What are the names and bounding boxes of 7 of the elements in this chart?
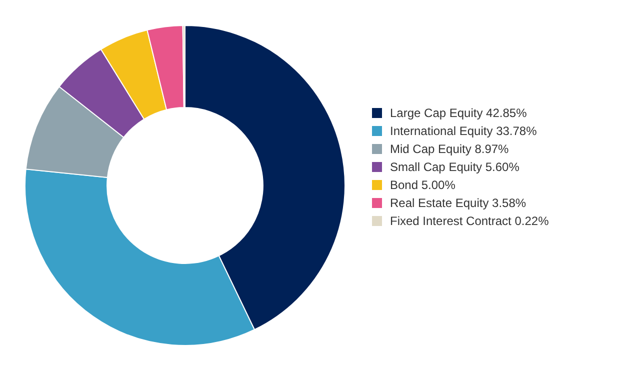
legend-label: Fixed Interest Contract 0.22% (390, 214, 549, 228)
legend-label: International Equity 33.78% (390, 124, 537, 138)
legend-label: Bond 5.00% (390, 178, 456, 192)
legend-label: Mid Cap Equity 8.97% (390, 142, 509, 156)
legend-label: Small Cap Equity 5.60% (390, 160, 520, 174)
legend-label: Large Cap Equity 42.85% (390, 106, 527, 120)
legend-label: Real Estate Equity 3.58% (390, 196, 526, 210)
